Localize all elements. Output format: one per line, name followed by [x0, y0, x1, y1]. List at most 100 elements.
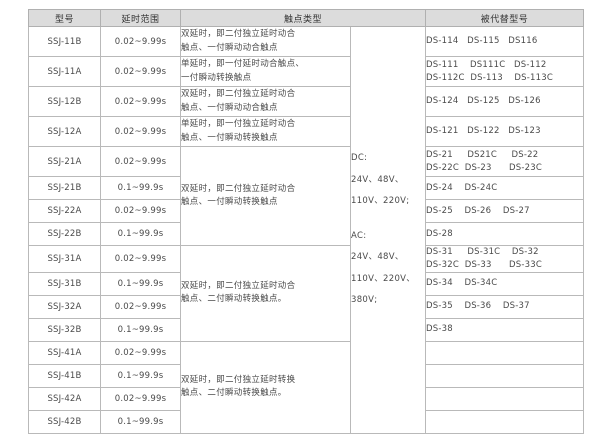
cell-substitute-models: DS-114 DS-115 DS116 [425, 26, 585, 57]
table-row: SSJ-21A 0.02~9.99s 双延时，即二付独立延时动合 触点、一付瞬动转换触… [28, 146, 585, 246]
cell-delay-range: 0.02~9.99s [100, 294, 181, 319]
cell-substitute-models: DS-111 DS111C DS-112 DS-112C DS-113 DS-1… [425, 56, 585, 87]
voltage-ac-label: AC: [351, 231, 367, 242]
cell-model: SSJ-41A [28, 340, 101, 365]
cell-contact-type: 双延时，即二付独立延时动合 触点、一付瞬动动合触点 [180, 86, 351, 117]
cell-delay-range: 0.02~9.99s [100, 199, 181, 223]
cell-model: SSJ-12B [28, 86, 101, 117]
cell-contact-type: 单延时，即一付独立延时动合 触点、一付瞬动转换触点 [180, 116, 351, 147]
contact-type-line: 触点、一付瞬动转换触点 [181, 197, 278, 207]
voltage-dc-label: DC: [351, 153, 368, 164]
cell-model: SSJ-22B [28, 222, 101, 246]
table-row: SSJ-41A 0.02~9.99s 双延时，即二付独立延时转换 触点、二付瞬动转换触… [28, 340, 585, 434]
cell-delay-range: 0.02~9.99s [100, 245, 181, 273]
table-body: SSJ-11B 0.02~9.99s 双延时，即二付独立延时动合 触点、一付瞬动动合触… [28, 26, 585, 434]
cell-model: SSJ-42B [28, 409, 101, 434]
table-row: SSJ-22A 0.02~9.99s DS-25 DS-26 DS-27 [28, 199, 585, 223]
contact-type-line: 触点、二付瞬动转换触点。 [181, 294, 287, 305]
cell-contact-type: 双延时，即二付独立延时动合 触点、一付瞬动转换触点 [180, 146, 351, 246]
cell-delay-range: 0.02~9.99s [100, 26, 181, 57]
table-row: SSJ-21B 0.1~99.9s DS-24 DS-24C [28, 176, 585, 200]
contact-type-line: 触点、一付瞬动转换触点 [181, 132, 278, 143]
relay-specification-table: 型号 延时范围 触点类型 被代替型号 SSJ-11B 0.02~9.99s 双延时，… [28, 9, 585, 434]
contact-type-line: 触点、一付瞬动动合触点 [181, 102, 278, 113]
table-row: SSJ-32A 0.02~9.99s DS-35 DS-36 DS-37 [28, 294, 585, 319]
cell-model: SSJ-11A [28, 56, 101, 87]
table-row: SSJ-11A 0.02~9.99s 单延时，即一付延时动合触点、 一付瞬动转换触点 D… [28, 56, 585, 87]
voltage-ac-line2: 110V、220V、 [351, 273, 416, 284]
cell-model: SSJ-31B [28, 271, 101, 296]
header-model: 型号 [28, 9, 101, 27]
cell-substitute-models: DS-25 DS-26 DS-27 [425, 199, 585, 223]
contact-type-line: 双延时，即二付独立延时动合 [181, 29, 296, 40]
header-substitute-model: 被代替型号 [425, 9, 585, 27]
contact-type-line: 触点、一付瞬动动合触点 [181, 42, 278, 53]
cell-substitute-models: DS-24 DS-24C [425, 176, 585, 200]
voltage-ac-line1: 24V、48V、 [351, 252, 404, 263]
cell-contact-type: 单延时，即一付延时动合触点、 一付瞬动转换触点 [180, 56, 351, 87]
cell-delay-range: 0.1~99.9s [100, 271, 181, 296]
voltage-spacer [351, 212, 425, 226]
cell-model: SSJ-31A [28, 245, 101, 273]
cell-contact-type: 双延时，即二付独立延时动合 触点、二付瞬动转换触点。 [180, 245, 351, 342]
table-row: SSJ-31A 0.02~9.99s 双延时，即二付独立延时动合 触点、二付瞬动转换触… [28, 245, 585, 342]
table-row: SSJ-31B 0.1~99.9s DS-34 DS-34C [28, 271, 585, 296]
cell-substitute-models: DS-124 DS-125 DS-126 [425, 86, 585, 117]
voltage-dc-line2: 110V、220V; [351, 195, 410, 206]
cell-delay-range: 0.02~9.99s [100, 146, 181, 177]
cell-model: SSJ-32A [28, 294, 101, 319]
table-row: SSJ-22B 0.1~99.9s DS-28 [28, 222, 585, 246]
cell-delay-range: 0.1~99.9s [100, 317, 181, 342]
header-contact-type: 触点类型 [179, 9, 427, 27]
cell-delay-range: 0.1~99.9s [100, 363, 181, 388]
cell-model: SSJ-41B [28, 363, 101, 388]
contact-type-line: 双延时，即二付独立延时动合 [181, 183, 296, 194]
cell-substitute-models: DS-121 DS-122 DS-123 [425, 116, 585, 147]
cell-delay-range: 0.02~9.99s [100, 116, 181, 147]
table-row: SSJ-12B 0.02~9.99s 双延时，即二付独立延时动合 触点、一付瞬动动合触… [28, 86, 585, 117]
table-row: SSJ-11B 0.02~9.99s 双延时，即二付独立延时动合 触点、一付瞬动动合触… [28, 26, 585, 434]
cell-model: SSJ-21B [28, 176, 101, 200]
table-header-row: 型号 延时范围 触点类型 被代替型号 [28, 9, 585, 27]
cell-delay-range: 0.1~99.9s [100, 222, 181, 246]
cell-substitute-models: DS-38 [425, 317, 585, 342]
header-delay-range: 延时范围 [100, 9, 181, 27]
table-row: SSJ-41B 0.1~99.9s [28, 363, 585, 388]
contact-type-line: 单延时，即一付延时动合触点、 [181, 59, 305, 70]
cell-model: SSJ-21A [28, 146, 101, 177]
cell-substitute-models: DS-35 DS-36 DS-37 [425, 294, 585, 319]
voltage-dc-line1: 24V、48V、 [351, 174, 404, 185]
cell-delay-range: 0.02~9.99s [100, 86, 181, 117]
cell-model: SSJ-42A [28, 386, 101, 411]
cell-model: SSJ-32B [28, 317, 101, 342]
cell-substitute-empty [425, 340, 585, 365]
cell-delay-range: 0.1~99.9s [100, 176, 181, 200]
cell-substitute-empty [425, 363, 585, 388]
table-row: SSJ-32B 0.1~99.9s DS-38 [28, 317, 585, 342]
table-row: SSJ-12A 0.02~9.99s 单延时，即一付独立延时动合 触点、一付瞬动转换触… [28, 116, 585, 147]
contact-type-line: 单延时，即一付独立延时动合 [181, 119, 296, 130]
cell-model: SSJ-12A [28, 116, 101, 147]
contact-type-line: 触点、二付瞬动转换触点。 [181, 388, 287, 398]
table-header: 型号 延时范围 触点类型 被代替型号 [28, 9, 585, 27]
contact-type-line: 双延时，即二付独立延时转换 [181, 374, 296, 385]
cell-model: SSJ-22A [28, 199, 101, 223]
contact-type-line: 双延时，即二付独立延时动合 [181, 89, 296, 100]
cell-delay-range: 0.02~9.99s [100, 386, 181, 411]
specification-table-container: 型号 延时范围 触点类型 被代替型号 SSJ-11B 0.02~9.99s 双延时，… [28, 9, 585, 434]
cell-voltage-ratings: DC: 24V、48V、 110V、220V; AC: 24V、48V、 110V、220… [349, 26, 427, 434]
cell-substitute-empty [425, 409, 585, 434]
cell-substitute-empty [425, 386, 585, 411]
cell-contact-type: 双延时，即二付独立延时转换 触点、二付瞬动转换触点。 [180, 340, 351, 434]
cell-substitute-models: DS-34 DS-34C [425, 271, 585, 296]
voltage-ac-line3: 380V; [351, 294, 378, 305]
cell-delay-range: 0.02~9.99s [100, 56, 181, 87]
cell-contact-type: 双延时，即二付独立延时动合 触点、一付瞬动动合触点 [180, 26, 351, 57]
contact-type-line: 双延时，即二付独立延时动合 [181, 281, 296, 292]
cell-substitute-models: DS-31 DS-31C DS-32 DS-32C DS-33 DS-33C [425, 245, 585, 273]
contact-type-line: 一付瞬动转换触点 [181, 72, 252, 83]
cell-delay-range: 0.02~9.99s [100, 340, 181, 365]
cell-model: SSJ-11B [28, 26, 101, 57]
cell-substitute-models: DS-28 [425, 222, 585, 246]
cell-substitute-models: DS-21 DS21C DS-22 DS-22C DS-23 DS-23C [425, 146, 585, 177]
